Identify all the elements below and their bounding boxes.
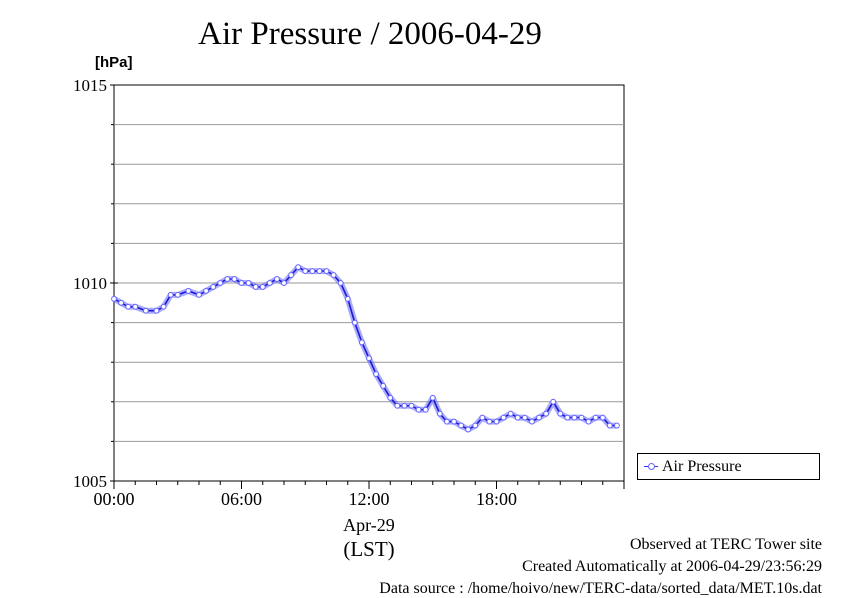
- data-point: [387, 394, 394, 401]
- data-point: [132, 303, 139, 310]
- data-point: [479, 414, 486, 421]
- data-point: [344, 295, 351, 302]
- data-point: [380, 383, 387, 389]
- x-date-label: Apr-29: [343, 515, 395, 535]
- data-point: [185, 288, 192, 294]
- data-point: [444, 418, 450, 425]
- data-point: [401, 402, 408, 409]
- data-point: [281, 280, 287, 286]
- data-point: [571, 414, 578, 421]
- data-point: [259, 284, 266, 290]
- data-point: [238, 280, 245, 286]
- data-point: [217, 280, 224, 286]
- series-air-pressure: [111, 264, 620, 433]
- data-point: [196, 291, 202, 298]
- data-point: [564, 414, 571, 421]
- data-point: [578, 414, 585, 421]
- data-point: [514, 414, 521, 421]
- data-point: [373, 371, 379, 377]
- data-point: [436, 410, 443, 417]
- data-point: [142, 307, 149, 314]
- chart-title: Air Pressure / 2006-04-29: [198, 16, 542, 52]
- data-point: [309, 268, 316, 275]
- data-point: [224, 276, 231, 282]
- data-point: [337, 280, 344, 286]
- data-point: [472, 422, 479, 429]
- data-point: [203, 288, 209, 294]
- x-axis-label: (LST): [343, 537, 394, 561]
- data-point: [316, 268, 323, 275]
- data-point: [153, 307, 160, 314]
- data-point: [288, 272, 294, 278]
- data-point: [366, 355, 372, 362]
- data-point: [231, 276, 238, 282]
- data-point: [125, 303, 132, 310]
- data-point: [557, 410, 564, 417]
- data-point: [351, 319, 358, 326]
- y-tick-labels: 1005 1010 1015: [73, 76, 118, 491]
- data-point: [521, 414, 528, 421]
- data-point: [599, 414, 606, 421]
- data-point: [585, 418, 592, 425]
- y-tick-label: 1005: [73, 472, 107, 491]
- data-point: [174, 291, 181, 298]
- data-point: [167, 291, 174, 298]
- data-point: [507, 410, 514, 417]
- grid-lines: [114, 124, 624, 442]
- data-point: [408, 402, 415, 409]
- data-point: [394, 402, 401, 409]
- data-point: [465, 426, 472, 433]
- x-tick-label: 12:00: [348, 489, 389, 509]
- data-point: [458, 422, 464, 429]
- data-point: [606, 422, 613, 429]
- x-tick-labels: 00:00 06:00 12:00 18:00: [93, 489, 517, 509]
- footer-created: Created Automatically at 2006-04-29/23:5…: [522, 558, 822, 575]
- x-tick-label: 06:00: [221, 489, 262, 509]
- x-tick-label: 00:00: [93, 489, 134, 509]
- data-point: [210, 284, 217, 290]
- data-point: [302, 268, 309, 275]
- legend-label: Air Pressure: [662, 457, 742, 475]
- data-point: [415, 406, 422, 413]
- x-tick-marks: [113, 481, 625, 489]
- legend: Air Pressure: [637, 453, 820, 480]
- data-point: [543, 410, 549, 417]
- data-point: [500, 414, 507, 421]
- data-point: [245, 280, 252, 286]
- data-point: [493, 418, 500, 425]
- series-line: [113, 266, 617, 431]
- data-point: [359, 339, 365, 346]
- data-point: [550, 398, 557, 405]
- data-point: [295, 264, 302, 271]
- data-point: [266, 280, 273, 286]
- legend-swatch: [644, 463, 658, 470]
- footer-source: Data source : /home/hoivo/new/TERC-data/…: [379, 580, 822, 597]
- x-tick-label: 18:00: [476, 489, 517, 509]
- data-point: [536, 414, 542, 421]
- data-point: [274, 276, 280, 282]
- data-point: [451, 418, 457, 425]
- data-point: [614, 422, 620, 429]
- data-point: [323, 268, 330, 275]
- data-point: [422, 406, 429, 413]
- data-point: [429, 394, 436, 401]
- data-point: [330, 272, 337, 278]
- data-point: [486, 418, 493, 425]
- data-point: [111, 295, 117, 302]
- data-point: [529, 418, 535, 425]
- data-point: [252, 284, 259, 290]
- y-axis-unit-label: [hPa]: [95, 54, 133, 71]
- y-tick-label: 1015: [73, 76, 107, 95]
- y-tick-label: 1010: [73, 274, 107, 293]
- data-point: [118, 299, 124, 306]
- data-point: [592, 414, 599, 421]
- footer-site: Observed at TERC Tower site: [629, 536, 822, 553]
- data-point: [160, 303, 167, 310]
